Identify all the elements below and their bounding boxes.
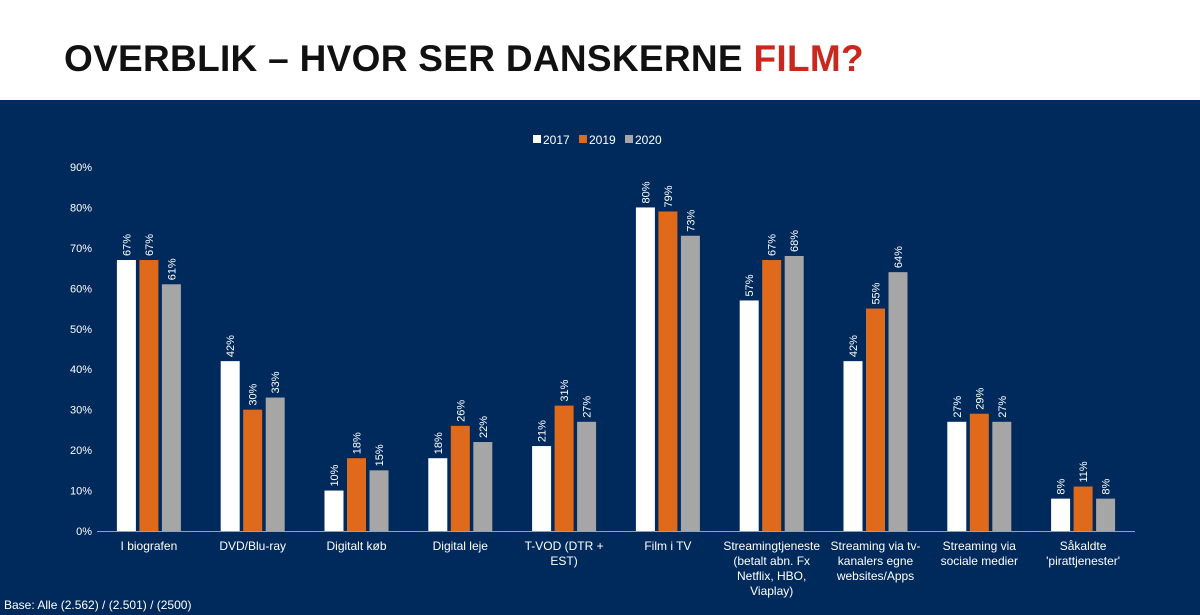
legend-label: 2019	[589, 133, 616, 147]
data-label: 73%	[685, 210, 697, 232]
bar-2020	[577, 421, 597, 531]
legend-swatch-2020	[625, 135, 633, 143]
legend-label: 2017	[543, 133, 570, 147]
y-tick-label: 90%	[70, 162, 92, 174]
x-tick-label: Digital leje	[432, 539, 488, 553]
bar-2020	[680, 235, 700, 531]
data-label: 67%	[121, 234, 133, 256]
bar-2020	[784, 255, 804, 531]
data-label: 27%	[582, 396, 594, 418]
bar-2020	[1096, 498, 1116, 531]
bar-2019	[969, 413, 989, 531]
y-tick-label: 70%	[70, 243, 92, 255]
y-tick-label: 0%	[76, 526, 92, 538]
bar-2017	[947, 421, 967, 531]
y-tick-label: 10%	[70, 486, 92, 498]
data-label: 79%	[663, 185, 675, 207]
y-tick-label: 40%	[70, 364, 92, 376]
data-label: 27%	[997, 396, 1009, 418]
bar-2020	[265, 397, 285, 531]
data-label: 30%	[248, 383, 260, 405]
data-label: 21%	[537, 420, 549, 442]
bar-2019	[658, 211, 678, 531]
data-label: 55%	[871, 282, 883, 304]
data-label: 11%	[1078, 461, 1090, 482]
data-label: 18%	[352, 432, 364, 454]
y-tick-label: 20%	[70, 445, 92, 457]
x-tick-label: Digitalt køb	[326, 539, 387, 553]
slide-title: OVERBLIK – HVOR SER DANSKERNE FILM?	[64, 38, 864, 80]
bar-2020	[161, 284, 181, 531]
data-label: 8%	[1101, 479, 1113, 495]
data-label: 80%	[640, 181, 652, 203]
x-tick-label: Såkaldte 'pirattjenester'	[1046, 539, 1121, 568]
data-label: 57%	[744, 274, 756, 296]
data-label: 22%	[478, 416, 490, 438]
bar-2019	[450, 425, 470, 531]
bar-2017	[220, 361, 240, 531]
bar-2019	[1073, 486, 1093, 531]
bar-2020	[888, 272, 908, 531]
data-label: 27%	[952, 396, 964, 418]
bar-2017	[428, 458, 448, 531]
title-highlight: FILM?	[753, 38, 864, 79]
y-tick-label: 80%	[70, 202, 92, 214]
data-label: 67%	[767, 234, 779, 256]
bar-2019	[139, 260, 159, 531]
data-label: 33%	[270, 371, 282, 393]
data-label: 8%	[1056, 479, 1068, 495]
base-note: Base: Alle (2.562) / (2.501) / (2500)	[4, 598, 192, 612]
y-tick-label: 60%	[70, 283, 92, 295]
legend-swatch-2019	[579, 135, 587, 143]
bar-2017	[1051, 498, 1071, 531]
bar-2017	[532, 446, 552, 531]
y-tick-label: 30%	[70, 405, 92, 417]
bar-2017	[739, 300, 759, 531]
x-tick-label: Streaming via sociale medier	[940, 539, 1018, 568]
bar-2019	[243, 409, 263, 531]
bar-2017	[324, 490, 344, 531]
bar-2020	[369, 470, 389, 531]
data-label: 31%	[559, 379, 571, 401]
data-label: 42%	[848, 335, 860, 357]
data-label: 15%	[374, 444, 386, 466]
bar-2019	[347, 458, 366, 531]
bar-2019	[866, 308, 885, 531]
x-tick-label: I biografen	[120, 539, 178, 553]
bar-2020	[992, 421, 1012, 531]
data-label: 68%	[789, 230, 801, 252]
bar-2017	[116, 260, 136, 531]
title-main: OVERBLIK – HVOR SER DANSKERNE	[64, 38, 754, 79]
data-label: 64%	[893, 246, 905, 268]
x-tick-label: DVD/Blu-ray	[219, 539, 287, 553]
data-label: 42%	[225, 335, 237, 357]
data-label: 18%	[433, 432, 445, 454]
bar-2020	[473, 442, 493, 531]
y-tick-label: 50%	[70, 324, 92, 336]
x-tick-label: Streaming via tv-kanalers egne websites/…	[830, 539, 921, 583]
data-label: 61%	[166, 258, 178, 280]
bar-2017	[635, 207, 655, 531]
data-label: 67%	[144, 234, 156, 256]
x-tick-label: Film i TV	[644, 539, 692, 553]
bar-2019	[762, 260, 782, 531]
data-label: 26%	[455, 400, 467, 422]
data-label: 29%	[974, 387, 986, 409]
bar-2017	[843, 361, 863, 531]
legend-swatch-2017	[533, 135, 541, 143]
x-tick-label: T-VOD (DTR + EST)	[524, 539, 604, 568]
legend-label: 2020	[635, 133, 662, 147]
data-label: 10%	[329, 464, 341, 486]
x-tick-label: Streamingtjeneste (betalt abn. Fx Netfli…	[723, 539, 821, 598]
bar-2019	[554, 405, 574, 531]
